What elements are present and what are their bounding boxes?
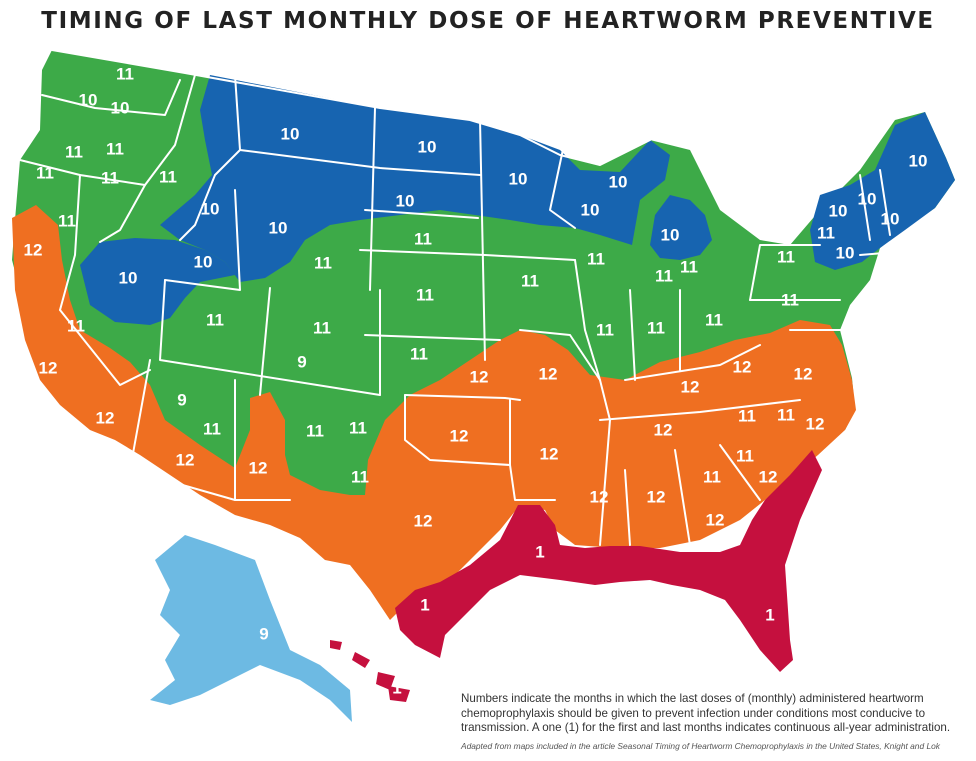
region-label: 12 <box>470 367 489 386</box>
region-numbers: 11 10 10 10 11 11 11 10 10 10 10 10 10 1… <box>24 64 928 697</box>
region-label: 11 <box>587 249 605 268</box>
map-credit: Adapted from maps included in the articl… <box>461 741 940 751</box>
region-label: 11 <box>106 139 124 158</box>
zone-hawaii <box>330 640 410 702</box>
region-label: 12 <box>706 510 725 529</box>
region-label: 10 <box>909 151 928 170</box>
region-label: 1 <box>765 605 774 624</box>
region-label: 11 <box>206 310 224 329</box>
region-label: 12 <box>96 408 115 427</box>
zone-red-gulf <box>395 450 822 672</box>
region-label: 10 <box>609 172 628 191</box>
region-label: 11 <box>777 247 795 266</box>
region-label: 11 <box>410 344 428 363</box>
region-label: 11 <box>306 421 324 440</box>
region-label: 12 <box>759 467 778 486</box>
region-label: 10 <box>79 90 98 109</box>
region-label: 10 <box>111 98 130 117</box>
region-label: 10 <box>396 191 415 210</box>
region-label: 10 <box>418 137 437 156</box>
region-label: 11 <box>414 229 432 248</box>
region-label: 10 <box>881 209 900 228</box>
region-label: 11 <box>680 257 698 276</box>
region-label: 11 <box>314 253 332 272</box>
region-label: 11 <box>67 316 85 335</box>
region-label: 11 <box>313 318 331 337</box>
region-label: 10 <box>827 151 846 170</box>
region-label: 12 <box>450 426 469 445</box>
region-label: 10 <box>269 218 288 237</box>
region-label: 12 <box>249 458 268 477</box>
region-label: 10 <box>836 243 855 262</box>
region-label: 1 <box>535 542 544 561</box>
zone-orange-12 <box>12 205 856 620</box>
region-label: 1 <box>420 595 429 614</box>
region-label: 11 <box>703 467 721 486</box>
map-title: TIMING OF LAST MONTHLY DOSE OF HEARTWORM… <box>41 8 935 34</box>
region-label: 11 <box>203 419 221 438</box>
region-label: 11 <box>416 285 434 304</box>
region-label: 11 <box>781 290 799 309</box>
region-label: 9 <box>177 390 186 409</box>
region-label: 10 <box>581 200 600 219</box>
region-label: 11 <box>116 64 134 83</box>
map-caption: Numbers indicate the months in which the… <box>461 692 951 735</box>
region-label: 11 <box>655 266 673 285</box>
region-label: 12 <box>590 487 609 506</box>
region-label: 12 <box>539 364 558 383</box>
region-label: 12 <box>176 450 195 469</box>
region-label: 11 <box>101 168 119 187</box>
region-label: 11 <box>736 446 754 465</box>
region-label: 10 <box>281 124 300 143</box>
region-label: 9 <box>297 352 306 371</box>
region-label: 11 <box>738 406 756 425</box>
region-label: 10 <box>201 199 220 218</box>
region-label: 12 <box>794 364 813 383</box>
region-label: 10 <box>661 225 680 244</box>
region-label: 11 <box>817 223 835 242</box>
zone-blue-north <box>160 75 670 282</box>
region-label: 11 <box>36 163 54 182</box>
region-label: 10 <box>194 252 213 271</box>
region-label: 11 <box>777 405 795 424</box>
region-label: 11 <box>349 418 367 437</box>
region-label: 11 <box>596 320 614 339</box>
region-label: 11 <box>58 211 76 230</box>
region-label: 11 <box>521 271 539 290</box>
region-label: 12 <box>681 377 700 396</box>
state-borders <box>19 49 921 546</box>
region-label: 12 <box>647 487 666 506</box>
region-label: 12 <box>39 358 58 377</box>
region-label: 11 <box>65 142 83 161</box>
region-label: 12 <box>414 511 433 530</box>
zone-alaska <box>150 535 352 722</box>
zone-blue-michigan <box>650 195 712 260</box>
region-label: 11 <box>159 167 177 186</box>
region-label: 12 <box>733 357 752 376</box>
zone-blue-nevada <box>80 238 235 325</box>
region-label: 10 <box>509 169 528 188</box>
region-label: 12 <box>540 444 559 463</box>
region-label: 11 <box>647 318 665 337</box>
region-label: 10 <box>119 268 138 287</box>
region-label: 1 <box>392 678 401 697</box>
region-label: 10 <box>829 201 848 220</box>
region-label: 12 <box>806 414 825 433</box>
region-label: 9 <box>259 624 268 643</box>
region-label: 10 <box>858 189 877 208</box>
region-label: 11 <box>705 310 723 329</box>
region-label: 12 <box>24 240 43 259</box>
region-label: 11 <box>351 467 369 486</box>
region-label: 12 <box>654 420 673 439</box>
